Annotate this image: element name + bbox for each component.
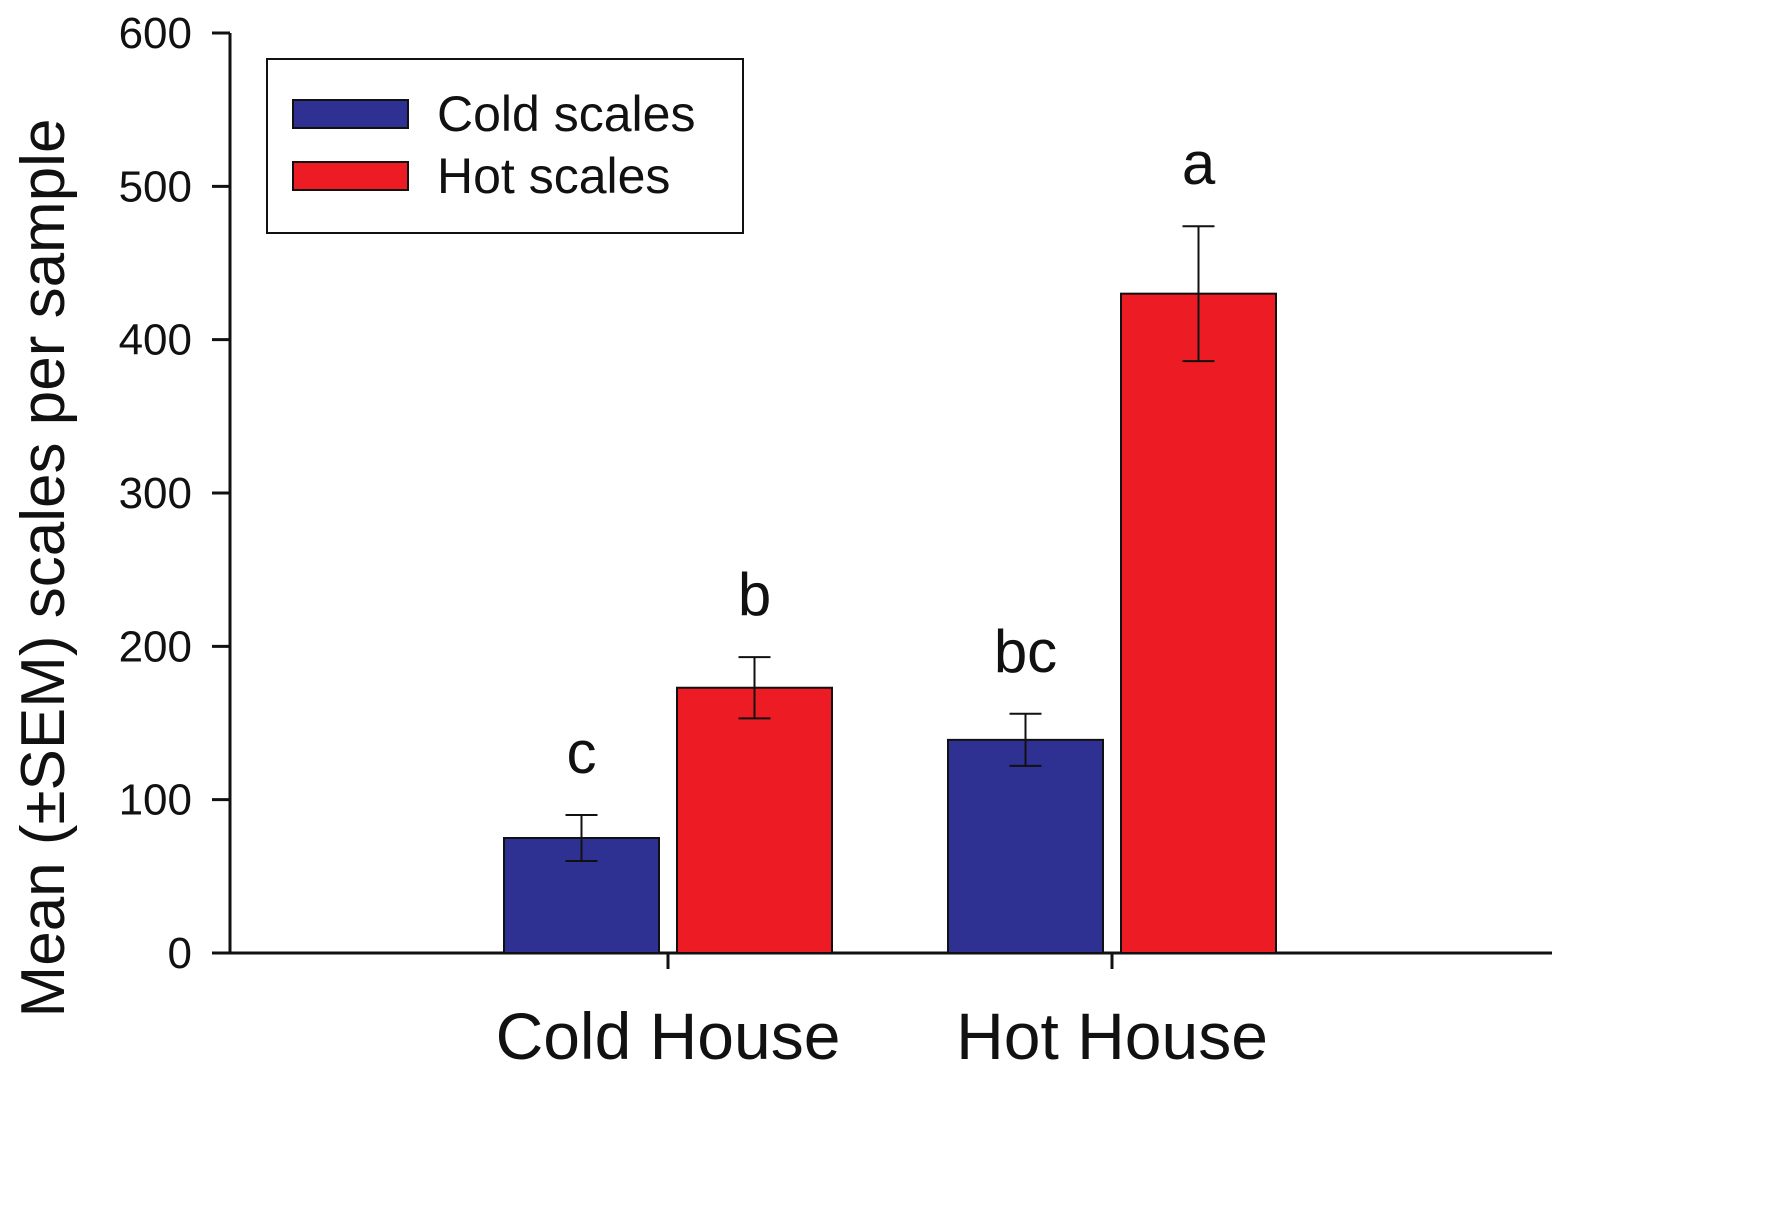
y-tick-label: 0 bbox=[168, 929, 192, 978]
y-axis-title: Mean (±SEM) scales per sample bbox=[9, 119, 78, 1018]
legend-box bbox=[266, 58, 744, 234]
legend-swatch bbox=[292, 161, 409, 191]
error-bars bbox=[565, 225, 1215, 862]
bar bbox=[947, 738, 1104, 954]
y-tick-label: 500 bbox=[119, 162, 192, 211]
bar bbox=[676, 686, 833, 954]
significance-labels: c b bc a bbox=[567, 130, 1216, 786]
legend-label: Hot scales bbox=[437, 148, 670, 204]
significance-label: bc bbox=[994, 618, 1057, 685]
x-category-label: Cold House bbox=[496, 999, 841, 1073]
y-tick-label: 400 bbox=[119, 316, 192, 365]
significance-label: c bbox=[567, 719, 597, 786]
legend-swatch bbox=[292, 99, 409, 129]
bars bbox=[503, 292, 1277, 954]
y-tick-label: 100 bbox=[119, 776, 192, 825]
legend: Cold scales Hot scales bbox=[266, 58, 744, 234]
legend-label: Cold scales bbox=[437, 86, 695, 142]
y-tick-label: 600 bbox=[119, 9, 192, 58]
significance-label: a bbox=[1182, 130, 1216, 197]
significance-label: b bbox=[738, 561, 771, 628]
y-tick-label: 300 bbox=[119, 469, 192, 518]
axes: 0 100 200 300 400 500 600 Cold House Hot House bbox=[119, 9, 1552, 1073]
bar bbox=[1120, 292, 1277, 954]
y-tick-label: 200 bbox=[119, 622, 192, 671]
x-category-label: Hot House bbox=[956, 999, 1268, 1073]
